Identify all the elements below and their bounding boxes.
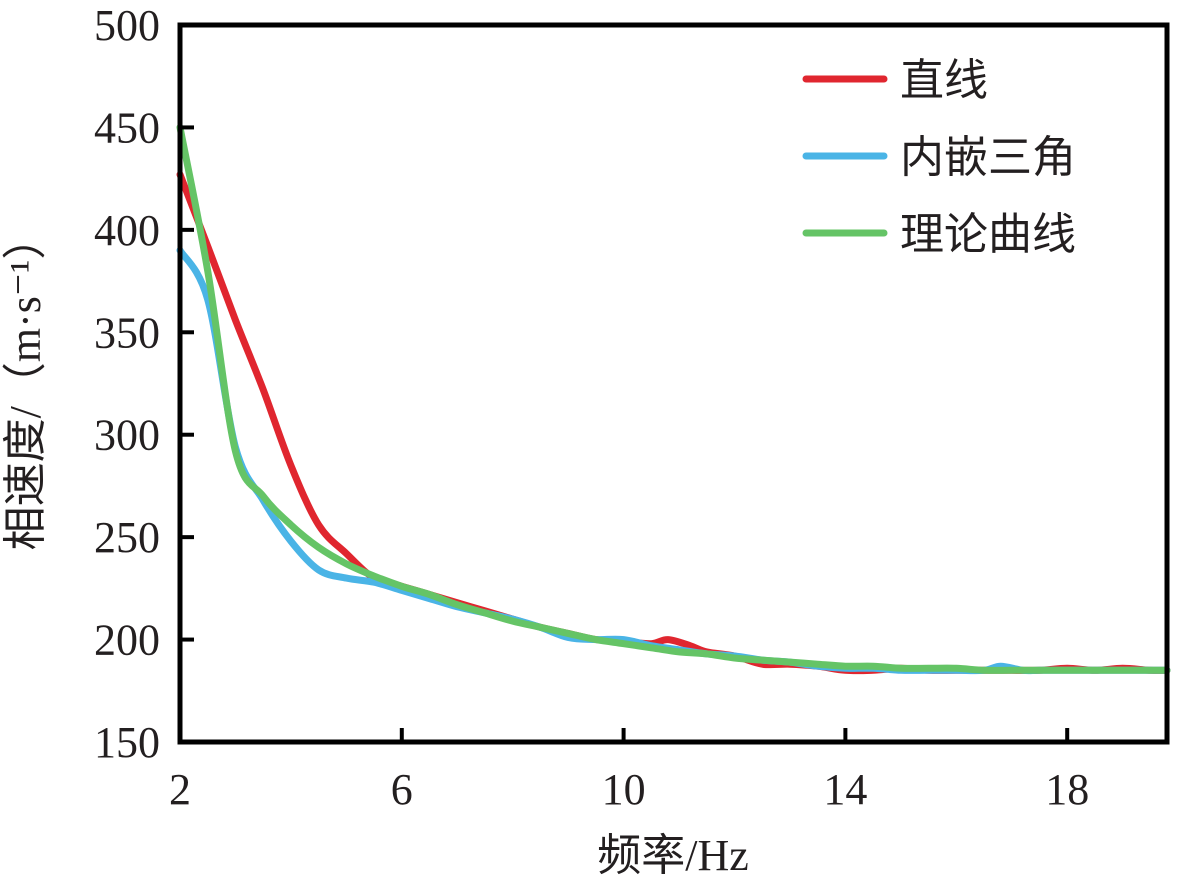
series-layer	[176, 123, 1171, 675]
legend-label-2: 内嵌三角	[900, 133, 1076, 182]
x-tick-label: 14	[823, 765, 867, 814]
x-tick-label: 10	[602, 765, 646, 814]
x-axis-label: 频率/Hz	[597, 831, 749, 880]
y-axis-label: 相速度/（m·s⁻¹）	[1, 216, 50, 551]
x-tick-label: 6	[391, 765, 413, 814]
y-tick-label: 450	[94, 103, 160, 152]
x-axis: 2 6 10 14 18	[169, 728, 1089, 814]
y-axis: 150 200 250 300 350 400 450 500	[94, 1, 194, 767]
y-tick-label: 300	[94, 411, 160, 460]
y-tick-label: 500	[94, 1, 160, 50]
y-tick-label: 400	[94, 206, 160, 255]
y-tick-label: 250	[94, 513, 160, 562]
plot-frame	[177, 22, 1170, 745]
y-tick-label: 150	[94, 718, 160, 767]
legend-label-1: 直线	[900, 56, 988, 105]
series-line-3	[176, 123, 1171, 674]
x-tick-label: 2	[169, 765, 191, 814]
legend-label-3: 理论曲线	[900, 210, 1076, 259]
x-tick-label: 18	[1045, 765, 1089, 814]
series-line-2	[176, 246, 1171, 675]
y-tick-label: 200	[94, 616, 160, 665]
y-tick-label: 350	[94, 308, 160, 357]
